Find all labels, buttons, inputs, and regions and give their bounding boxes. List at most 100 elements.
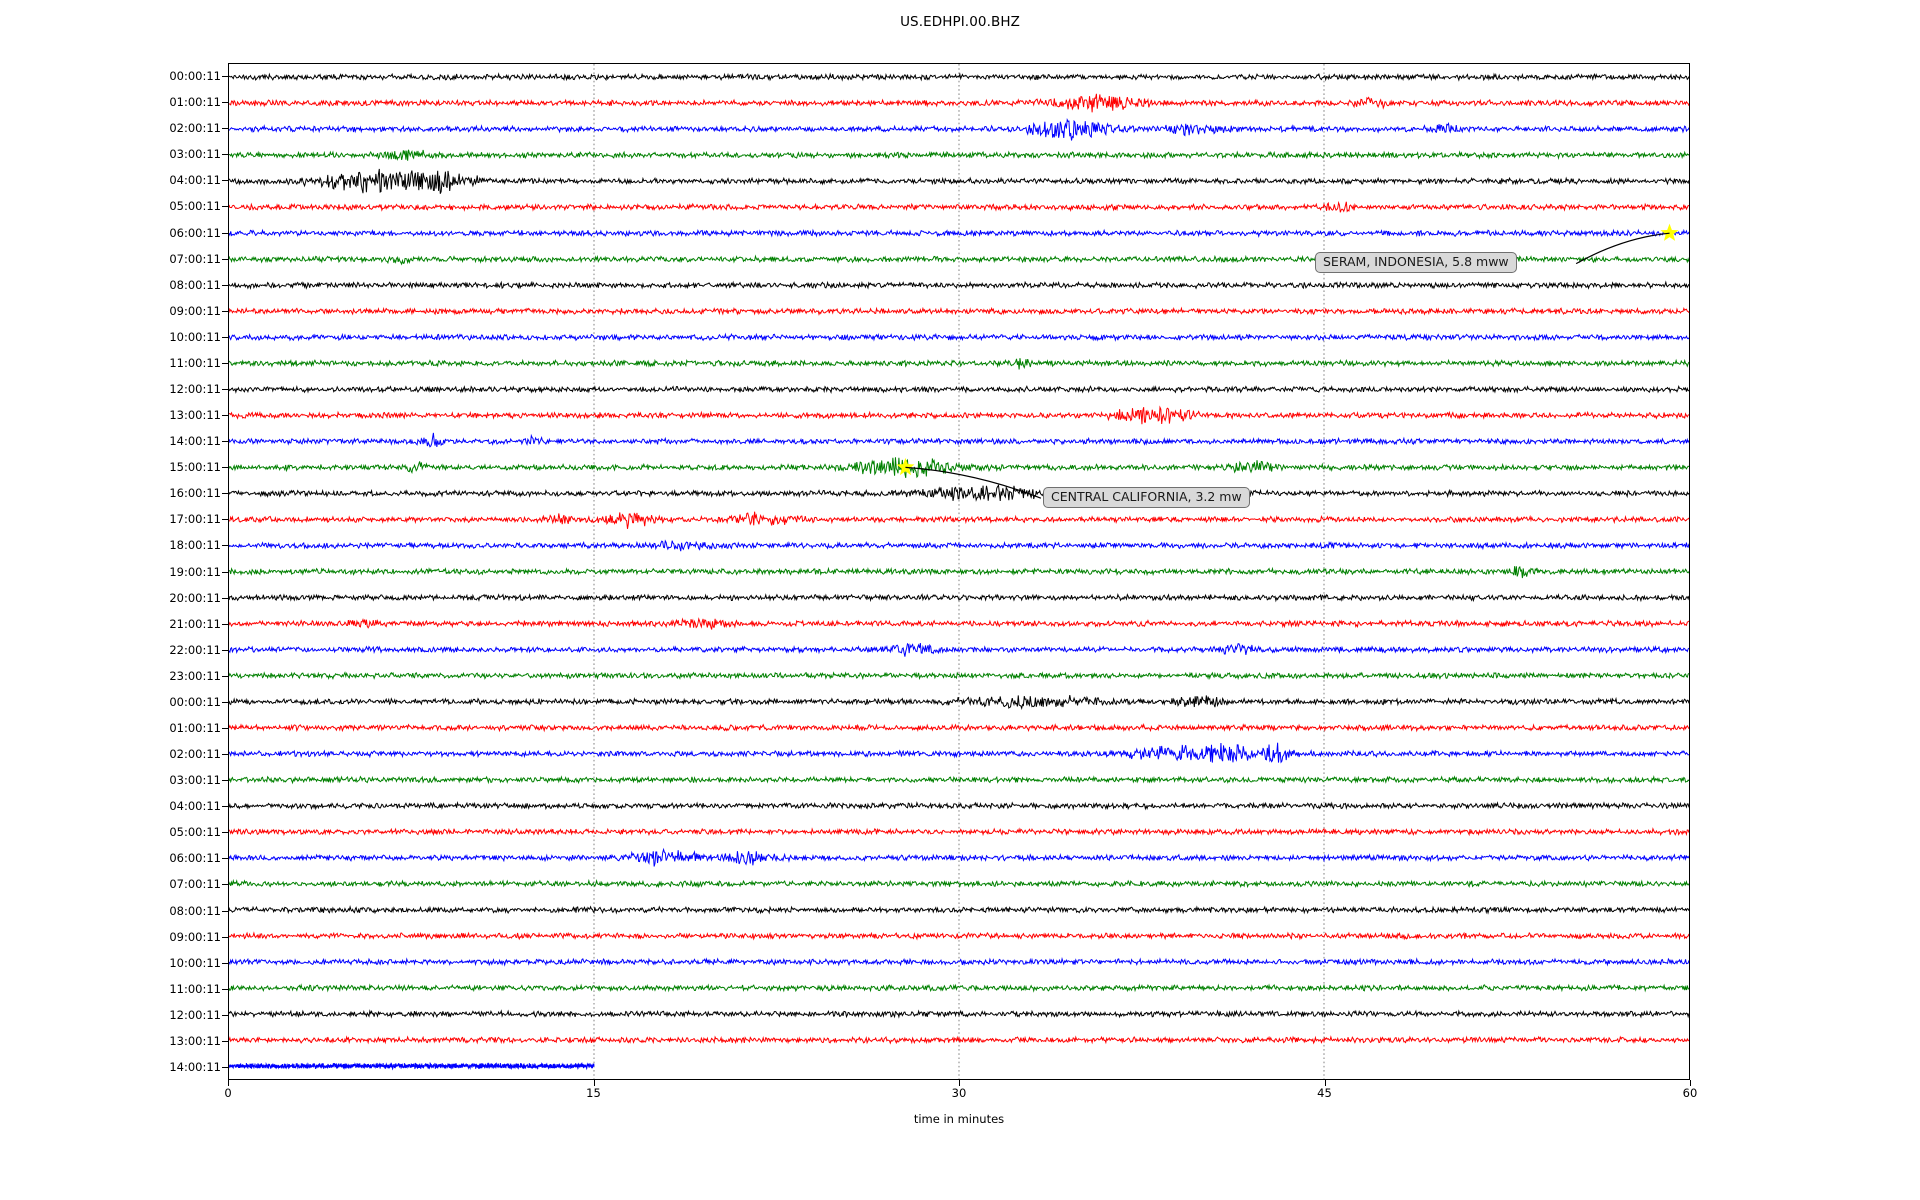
- y-axis-tick-mark: [222, 180, 228, 182]
- y-axis-tick-mark: [222, 597, 228, 599]
- trace-line: [229, 405, 1689, 425]
- y-axis-tick-mark: [222, 571, 228, 573]
- x-axis-tick-mark: [1690, 1080, 1691, 1086]
- y-axis-tick-label: 10:00:11: [169, 329, 221, 344]
- y-axis-tick-mark: [222, 1040, 228, 1042]
- y-axis-tick-mark: [222, 102, 228, 104]
- y-axis-tick-label: 03:00:11: [169, 773, 221, 788]
- x-axis-tick-mark: [959, 1080, 960, 1086]
- y-axis-labels: 00:00:11 01:00:11 02:00:11 03:00:11 04:00:11…: [0, 63, 221, 1080]
- trace-line: [229, 723, 1689, 733]
- y-axis-tick-mark: [222, 76, 228, 78]
- y-axis-tick-mark: [222, 936, 228, 938]
- y-axis-tick-mark: [222, 258, 228, 260]
- y-axis-tick-mark: [222, 154, 228, 156]
- y-axis-tick-mark: [222, 701, 228, 703]
- trace-line: [229, 1009, 1689, 1019]
- y-axis-tick-label: 21:00:11: [169, 616, 221, 631]
- event-annotation-label[interactable]: CENTRAL CALIFORNIA, 3.2 mw: [1043, 487, 1250, 509]
- y-axis-tick-label: 17:00:11: [169, 512, 221, 527]
- trace-line: [229, 565, 1689, 579]
- trace-line: [229, 539, 1689, 552]
- y-axis-tick-label: 08:00:11: [169, 903, 221, 918]
- trace-line: [229, 332, 1689, 342]
- y-axis-tick-mark: [222, 884, 228, 886]
- trace-line: [229, 72, 1689, 82]
- y-axis-tick-mark: [222, 206, 228, 208]
- y-axis-tick-label: 05:00:11: [169, 825, 221, 840]
- trace-line: [229, 931, 1689, 941]
- y-axis-tick-label: 12:00:11: [169, 1007, 221, 1022]
- x-axis-tick-label: 60: [1682, 1086, 1698, 1100]
- trace-line: [229, 432, 1689, 448]
- x-axis-tick-mark: [593, 1080, 595, 1086]
- trace-line: [229, 694, 1689, 710]
- y-axis-tick-label: 15:00:11: [169, 460, 221, 475]
- event-star-icon: [896, 457, 915, 476]
- trace-line: [229, 617, 1689, 630]
- trace-line: [229, 957, 1689, 967]
- x-axis-tick-mark: [1324, 1080, 1326, 1086]
- y-axis-tick-mark: [222, 806, 228, 808]
- trace-line: [229, 742, 1689, 764]
- trace-line: [229, 280, 1689, 291]
- y-axis-tick-mark: [222, 649, 228, 651]
- y-axis-tick-label: 02:00:11: [169, 747, 221, 762]
- y-axis-tick-label: 05:00:11: [169, 199, 221, 214]
- y-axis-tick-mark: [222, 754, 228, 756]
- trace-line: [229, 774, 1689, 785]
- y-axis-tick-mark: [222, 962, 228, 964]
- annotation-leader-line: [1575, 232, 1670, 265]
- y-axis-tick-label: 08:00:11: [169, 277, 221, 292]
- x-axis-tick-label: 0: [224, 1086, 232, 1100]
- trace-line: [229, 168, 1689, 194]
- y-axis-tick-label: 01:00:11: [169, 95, 221, 110]
- y-axis-tick-mark: [222, 388, 228, 390]
- y-axis-tick-mark: [222, 441, 228, 443]
- y-axis-tick-label: 13:00:11: [169, 408, 221, 423]
- y-axis-tick-label: 00:00:11: [169, 69, 221, 84]
- trace-line: [229, 878, 1689, 889]
- event-star-icon: [1660, 223, 1679, 241]
- y-axis-tick-label: 02:00:11: [169, 121, 221, 136]
- annotation-leader-line: [905, 466, 1042, 499]
- y-axis-tick-mark: [222, 545, 228, 547]
- y-axis-tick-marks: [0, 63, 228, 1080]
- y-axis-tick-label: 14:00:11: [169, 1059, 221, 1074]
- y-axis-tick-label: 19:00:11: [169, 564, 221, 579]
- y-axis-tick-label: 22:00:11: [169, 642, 221, 657]
- y-axis-tick-label: 12:00:11: [169, 381, 221, 396]
- y-axis-tick-mark: [222, 858, 228, 860]
- y-axis-tick-label: 18:00:11: [169, 538, 221, 553]
- y-axis-tick-mark: [222, 910, 228, 912]
- y-axis-tick-mark: [222, 832, 228, 834]
- trace-line: [229, 457, 1689, 479]
- y-axis-tick-label: 20:00:11: [169, 590, 221, 605]
- trace-line: [229, 306, 1689, 316]
- y-axis-tick-mark: [222, 988, 228, 990]
- trace-line: [229, 827, 1689, 837]
- y-axis-tick-label: 13:00:11: [169, 1033, 221, 1048]
- y-axis-tick-mark: [222, 727, 228, 729]
- y-axis-tick-label: 03:00:11: [169, 147, 221, 162]
- trace-line: [229, 228, 1689, 238]
- y-axis-tick-label: 01:00:11: [169, 720, 221, 735]
- y-axis-tick-label: 06:00:11: [169, 225, 221, 240]
- trace-line: [229, 1035, 1689, 1045]
- event-annotation-label[interactable]: SERAM, INDONESIA, 5.8 mww: [1315, 252, 1517, 274]
- trace-line: [229, 983, 1689, 993]
- y-axis-tick-label: 00:00:11: [169, 694, 221, 709]
- x-axis-labels: 0 15 30 45 60: [224, 1086, 1697, 1108]
- trace-line: [229, 118, 1689, 141]
- x-axis-tick-label: 30: [951, 1086, 967, 1100]
- trace-line: [229, 483, 1689, 502]
- trace-line: [229, 358, 1689, 370]
- y-axis-tick-mark: [222, 310, 228, 312]
- y-axis-tick-label: 09:00:11: [169, 929, 221, 944]
- y-axis-tick-label: 16:00:11: [169, 486, 221, 501]
- y-axis-tick-mark: [222, 128, 228, 130]
- y-axis-tick-mark: [222, 467, 228, 469]
- trace-line: [229, 93, 1689, 113]
- trace-line: [229, 384, 1689, 394]
- trace-line: [229, 200, 1689, 213]
